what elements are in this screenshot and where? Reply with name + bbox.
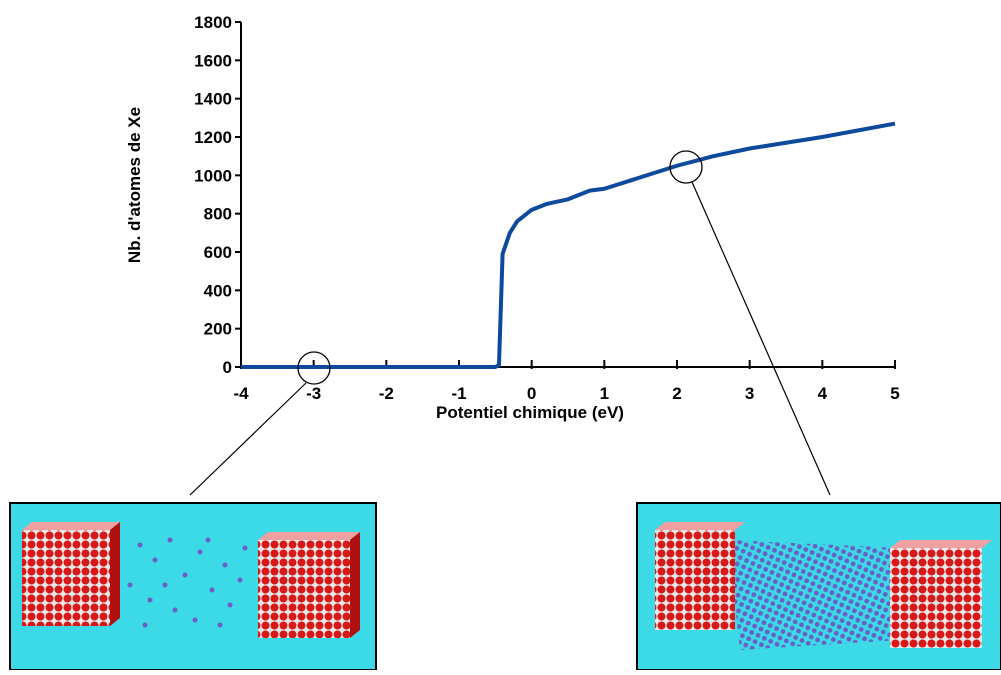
x-tick-label: -3 (306, 384, 321, 403)
x-tick-label: 4 (818, 384, 828, 403)
y-tick-label: 200 (204, 320, 232, 339)
x-tick-label: 0 (527, 384, 536, 403)
x-tick-label: -4 (233, 384, 249, 403)
y-tick-label: 800 (204, 205, 232, 224)
axes: 0 200 400 600 800 1000 1200 1400 1600 1800 -4 -3 -2 -… (194, 13, 900, 403)
connector (189, 382, 307, 496)
x-axis-label: Potentiel chimique (eV) (436, 403, 624, 422)
y-tick-label: 1600 (194, 51, 232, 70)
zoom-circle (297, 351, 331, 385)
x-tick-label: -1 (451, 384, 466, 403)
zoom-circle (669, 150, 703, 184)
inset-high (636, 502, 1001, 671)
data-line (241, 121, 896, 369)
y-tick-label: 400 (204, 281, 232, 300)
x-tick-label: 1 (600, 384, 609, 403)
x-tick-label: 2 (672, 384, 681, 403)
y-tick-label: 600 (204, 243, 232, 262)
y-tick-label: 1800 (194, 13, 232, 32)
x-tick-label: 3 (745, 384, 754, 403)
y-tick-label: 1200 (194, 128, 232, 147)
y-tick-label: 0 (223, 358, 232, 377)
y-tick-label: 1000 (194, 166, 232, 185)
x-tick-label: -2 (379, 384, 394, 403)
inset-low (9, 502, 377, 671)
y-tick-label: 1400 (194, 90, 232, 109)
connector (691, 181, 831, 496)
y-axis-label: Nb. d'atomes de Xe (125, 107, 144, 263)
x-tick-label: 5 (890, 384, 899, 403)
